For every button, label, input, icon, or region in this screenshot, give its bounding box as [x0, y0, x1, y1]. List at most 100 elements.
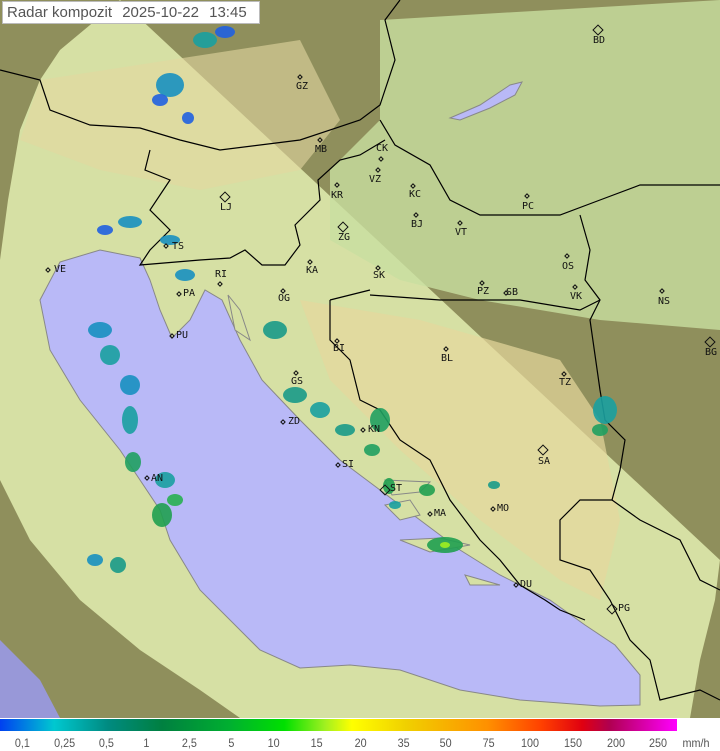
city-label: BL — [441, 353, 454, 364]
legend-tick: 5 — [228, 736, 235, 750]
precipitation-echo — [389, 501, 401, 509]
precipitation-echo — [175, 269, 195, 281]
city-label: VZ — [369, 174, 382, 185]
tyrrhenian-sea — [0, 640, 60, 718]
precipitation-echoes — [87, 26, 617, 573]
legend-tick: 15 — [310, 736, 323, 750]
city-label: SI — [342, 459, 355, 470]
legend-tick: 0,5 — [98, 736, 114, 750]
precipitation-echo — [118, 216, 142, 228]
legend-tick: 250 — [649, 736, 668, 750]
precipitation-echo — [156, 73, 184, 97]
precipitation-echo — [122, 406, 138, 434]
city-label: ZG — [338, 232, 351, 243]
city-label: KR — [331, 190, 344, 201]
precipitation-echo — [97, 225, 113, 235]
precipitation-echo — [160, 235, 180, 245]
legend-tick: 0,25 — [54, 736, 76, 750]
city-label: SK — [373, 270, 386, 281]
city-label: KN — [368, 424, 381, 435]
city-label: MB — [315, 144, 328, 155]
precipitation-echo — [88, 322, 112, 338]
map-title: Radar kompozit 2025-10-22 13:45 — [2, 1, 260, 24]
precipitation-echo — [155, 472, 175, 488]
precipitation-echo — [593, 396, 617, 424]
precipitation-echo — [215, 26, 235, 38]
alps — [20, 40, 340, 190]
precipitation-echo — [383, 478, 395, 494]
lake-balaton — [448, 81, 523, 121]
precipitation-echo — [419, 484, 435, 496]
city-label: GZ — [296, 81, 309, 92]
legend-tick: 35 — [397, 736, 410, 750]
precipitation-echo — [592, 424, 608, 436]
city-label: PA — [183, 288, 196, 299]
legend-tick: 1 — [143, 736, 150, 750]
radar-map — [0, 0, 720, 718]
title-date: 2025-10-22 — [122, 4, 199, 21]
adriatic-sea — [39, 249, 641, 707]
city-label: NS — [658, 296, 671, 307]
precipitation-echo — [440, 542, 450, 548]
legend-tick: 150 — [564, 736, 583, 750]
city-label: PZ — [477, 286, 490, 297]
city-label: PU — [176, 330, 189, 341]
precipitation-echo — [100, 345, 120, 365]
legend-tick: 10 — [267, 736, 280, 750]
city-label: KA — [306, 265, 319, 276]
city-label: SB — [506, 287, 519, 298]
precipitation-echo — [335, 424, 355, 436]
city-label: RI — [215, 269, 228, 280]
city-label: BG — [705, 347, 718, 358]
precipitation-echo — [152, 94, 168, 106]
legend-unit: mm/h — [682, 736, 710, 750]
city-label: DU — [520, 579, 533, 590]
city-label: BD — [593, 35, 606, 46]
legend-tick: 75 — [482, 736, 495, 750]
precipitation-echo — [193, 32, 217, 48]
country-borders — [0, 0, 720, 701]
city-label: GS — [291, 376, 304, 387]
precipitation-echo — [152, 503, 172, 527]
city-label: MO — [497, 503, 510, 514]
city-label: MA — [434, 508, 447, 519]
city-label: ZD — [288, 416, 301, 427]
dinaric-mountains — [300, 300, 620, 600]
legend-ticks: 0,1 0,25 0,5 1 2,5 5 10 15 20 35 50 75 1… — [0, 734, 720, 751]
city-label: SA — [538, 456, 551, 467]
city-label: TZ — [559, 377, 572, 388]
city-label: AN — [151, 473, 164, 484]
legend-tick: 20 — [354, 736, 367, 750]
precipitation-echo — [370, 408, 390, 432]
city-label: PG — [618, 603, 631, 614]
precipitation-echo — [364, 444, 380, 456]
legend-color-scale — [0, 719, 677, 731]
precipitation-echo — [263, 321, 287, 339]
city-label: CK — [376, 143, 389, 154]
city-label: OS — [562, 261, 575, 272]
precipitation-echo — [310, 402, 330, 418]
title-time: 13:45 — [209, 4, 247, 21]
city-label: VT — [455, 227, 468, 238]
city-label: BI — [333, 343, 346, 354]
city-label: VE — [54, 264, 67, 275]
legend-tick: 0,1 — [14, 736, 30, 750]
legend-tick: 2,5 — [181, 736, 197, 750]
city-label: PC — [522, 201, 535, 212]
city-label: VK — [570, 291, 583, 302]
city-label: OG — [278, 293, 291, 304]
city-label: KC — [409, 189, 422, 200]
precipitation-echo — [120, 375, 140, 395]
lowland-pannonian — [330, 0, 720, 330]
precipitation-echo — [125, 452, 141, 472]
precipitation-echo — [110, 557, 126, 573]
legend-tick: 200 — [607, 736, 626, 750]
precipitation-echo — [283, 387, 307, 403]
city-label: LJ — [220, 202, 233, 213]
precipitation-echo — [87, 554, 103, 566]
legend-tick: 100 — [521, 736, 540, 750]
precipitation-echo — [167, 494, 183, 506]
city-label: BJ — [411, 219, 424, 230]
title-text: Radar kompozit — [7, 4, 113, 21]
